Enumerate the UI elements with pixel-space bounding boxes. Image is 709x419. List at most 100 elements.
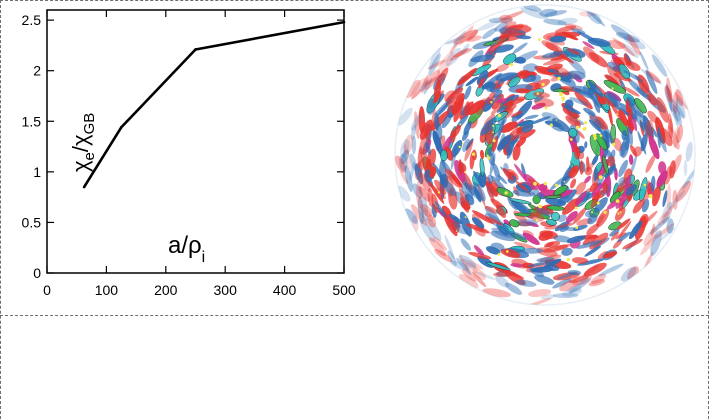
eddy-peak <box>492 131 494 134</box>
eddy-blob <box>582 234 598 246</box>
eddy-blob <box>654 223 675 239</box>
data-point <box>342 20 346 24</box>
eddy-blob <box>445 35 466 45</box>
eddy-blob <box>552 118 571 133</box>
eddy-blob <box>656 97 669 123</box>
eddy-blob <box>456 257 472 275</box>
eddy-blob <box>400 139 410 158</box>
eddy-blob <box>445 47 462 67</box>
eddy-blob <box>403 143 411 170</box>
eddy-blob <box>590 82 604 98</box>
eddy-blob <box>482 27 498 40</box>
eddy-blob <box>525 221 539 228</box>
line-chart: 00.511.522.5 0 100 200 300 400 500 χe/χGB a/ρ… <box>22 9 356 298</box>
eddy-blob <box>576 240 603 249</box>
eddy-peak <box>648 194 653 198</box>
eddy-blob <box>627 34 641 56</box>
eddy-peak <box>575 226 579 229</box>
eddy-blob <box>553 292 579 299</box>
eddy-blob <box>428 237 447 257</box>
eddy-peak <box>543 181 547 186</box>
eddy-blob <box>543 258 562 269</box>
eddy-blob <box>617 57 632 66</box>
eddy-blob <box>623 70 644 82</box>
eddy-blob <box>579 160 584 175</box>
eddy-blob <box>473 245 485 256</box>
eddy-blob <box>547 69 560 73</box>
eddy-blob <box>567 285 582 294</box>
eddy-peak <box>492 124 495 127</box>
eddy-blob <box>568 128 578 138</box>
eddy-blob <box>588 111 602 129</box>
eddy-blob <box>427 59 447 70</box>
eddy-blob <box>472 267 486 281</box>
eddy-blob <box>485 262 511 271</box>
eddy-blob <box>418 171 431 192</box>
eddy-blob <box>495 63 509 73</box>
eddy-blob <box>527 211 542 219</box>
eddy-blob <box>673 126 681 149</box>
eddy-blob <box>598 263 624 277</box>
eddy-blob <box>529 212 545 222</box>
eddy-blob <box>562 105 581 114</box>
eddy-blob <box>449 47 469 61</box>
eddy-blob <box>634 110 647 131</box>
eddy-blob <box>409 153 417 171</box>
eddy-blob <box>490 230 516 242</box>
eddy-blob <box>649 216 670 235</box>
eddy-blob <box>625 184 638 196</box>
eddy-blob <box>647 110 659 124</box>
eddy-peak <box>549 123 553 127</box>
series-line <box>82 20 345 188</box>
eddy-blob <box>618 159 628 178</box>
eddy-blob <box>507 231 527 241</box>
eddy-blob <box>449 260 470 271</box>
eddy-peak <box>596 201 600 205</box>
eddy-blob <box>504 269 526 286</box>
eddy-blob <box>458 255 477 269</box>
eddy-blob <box>497 174 508 185</box>
eddy-peak <box>591 211 593 214</box>
eddy-blob <box>434 200 448 219</box>
eddy-blob <box>527 289 552 297</box>
eddy-blob <box>400 170 409 185</box>
eddy-blob <box>411 124 416 141</box>
eddy-blob <box>506 148 513 159</box>
eddy-blob <box>553 185 568 196</box>
eddy-blob <box>395 155 407 174</box>
eddy-blob <box>609 228 620 237</box>
eddy-blob <box>551 211 560 221</box>
eddy-blob <box>429 166 437 179</box>
eddy-blob <box>586 223 600 236</box>
eddy-blob <box>554 25 577 34</box>
eddy-blob <box>582 41 595 50</box>
x-tick-label: 400 <box>273 282 297 298</box>
eddy-blob <box>487 174 494 184</box>
eddy-blob <box>417 146 423 168</box>
eddy-blob <box>516 35 532 40</box>
eddy-blob <box>517 69 530 80</box>
y-tick-label: 2 <box>33 63 41 79</box>
turbulence-cross-section-image <box>394 4 696 306</box>
eddy-blob <box>623 36 646 50</box>
eddy-blob <box>459 254 469 272</box>
eddy-blob <box>513 219 538 227</box>
eddy-blob <box>515 88 531 94</box>
eddy-blob <box>404 165 413 193</box>
eddy-blob <box>634 98 647 114</box>
eddy-blob <box>622 238 643 250</box>
eddy-peak <box>509 62 514 67</box>
eddy-peak <box>612 142 616 146</box>
x-tick-label: 0 <box>43 282 51 298</box>
eddy-blob <box>576 277 589 286</box>
eddy-blob <box>669 103 681 122</box>
eddy-blob <box>675 180 691 203</box>
eddy-blob <box>602 182 608 194</box>
eddy-blob <box>522 63 538 73</box>
eddy-blob <box>489 153 496 176</box>
eddy-blob <box>427 214 437 228</box>
eddy-blob <box>476 98 487 116</box>
eddy-peak <box>490 101 493 104</box>
eddy-blob <box>546 205 565 211</box>
